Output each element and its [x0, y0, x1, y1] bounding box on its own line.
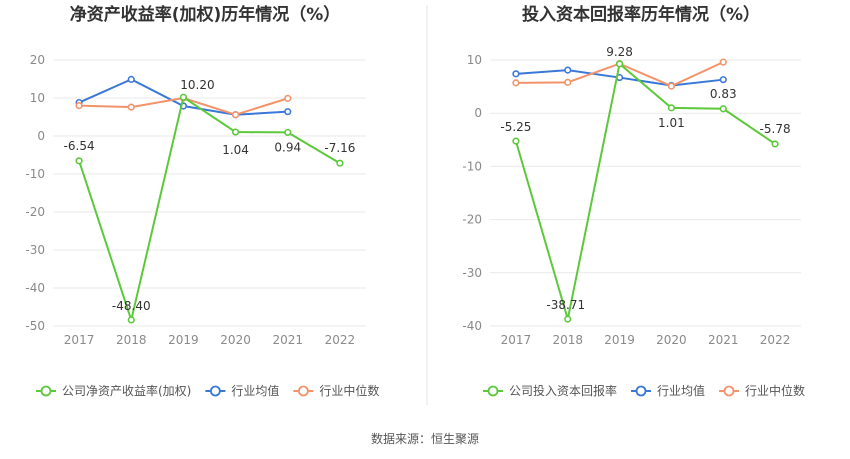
data-point-median: [719, 58, 727, 66]
x-tick-label: 2018: [116, 333, 147, 347]
data-point-company: [231, 128, 240, 136]
x-tick-label: 2018: [552, 333, 583, 347]
data-source-note: 数据来源：恒生聚源: [370, 432, 479, 446]
y-tick-label: -30: [462, 266, 482, 280]
x-tick-label: 2020: [220, 333, 251, 347]
data-label: -38.71: [546, 298, 585, 312]
legend-label: 行业中位数: [319, 383, 379, 398]
data-point-median: [127, 103, 135, 111]
legend-label: 行业均值: [657, 383, 705, 398]
legend-label: 公司净资产收益率(加权): [62, 383, 191, 398]
y-tick-label: -10: [25, 167, 45, 181]
x-tick-label: 2017: [501, 333, 532, 347]
data-label: -5.78: [760, 122, 791, 136]
legend-label: 行业中位数: [745, 383, 805, 398]
data-point-median: [564, 78, 572, 86]
data-point-avg: [127, 75, 135, 83]
data-point-company: [771, 140, 779, 148]
data-point-avg: [564, 66, 572, 74]
data-point-avg: [284, 108, 292, 116]
y-tick-label: -40: [462, 319, 482, 333]
data-label: -7.16: [324, 141, 355, 155]
y-tick-label: -10: [462, 159, 482, 173]
data-point-avg: [719, 76, 727, 84]
data-point-median: [667, 82, 676, 90]
y-tick-label: 0: [37, 129, 45, 143]
legend-marker-avg: [209, 385, 221, 397]
data-label: 9.28: [606, 45, 633, 59]
x-tick-label: 2021: [272, 333, 303, 347]
legend-marker-median: [723, 385, 735, 397]
legend-marker-median: [297, 385, 309, 397]
data-label: 0.94: [274, 140, 301, 154]
data-point-avg: [512, 70, 520, 78]
data-point-median: [512, 79, 520, 87]
y-tick-label: -40: [25, 281, 45, 295]
data-point-company: [512, 137, 520, 145]
x-tick-label: 2017: [64, 333, 95, 347]
x-tick-label: 2022: [325, 333, 356, 347]
y-tick-label: 20: [30, 53, 45, 67]
x-tick-label: 2022: [760, 333, 791, 347]
data-label: 1.04: [222, 143, 249, 157]
data-label: -48.40: [112, 299, 151, 313]
data-point-company: [615, 60, 624, 68]
data-point-company: [75, 157, 83, 165]
data-point-company: [127, 316, 135, 324]
data-point-company: [719, 105, 727, 113]
y-tick-label: 10: [30, 91, 45, 105]
legend-label: 公司投入资本回报率: [509, 383, 617, 398]
series-line-company: [514, 61, 776, 320]
data-point-company: [667, 104, 676, 112]
y-tick-label: -50: [25, 319, 45, 333]
data-point-company: [284, 128, 292, 137]
y-tick-label: -20: [462, 213, 482, 227]
legend-marker-company: [40, 385, 52, 397]
legend-label: 行业均值: [231, 383, 279, 398]
data-label: -5.25: [500, 120, 531, 134]
y-tick-label: -30: [25, 243, 45, 257]
legend-marker-company: [487, 385, 499, 397]
y-tick-label: 0: [474, 106, 482, 120]
data-point-company: [179, 93, 188, 101]
x-tick-label: 2019: [168, 333, 199, 347]
data-point-company: [336, 159, 344, 167]
data-point-median: [75, 101, 83, 110]
y-tick-label: 10: [467, 53, 482, 67]
data-label: 1.01: [658, 116, 685, 130]
x-tick-label: 2019: [604, 333, 635, 347]
data-label: 10.20: [180, 78, 214, 92]
data-point-median: [284, 94, 292, 102]
data-point-median: [231, 111, 240, 119]
series-line-company: [78, 95, 341, 324]
legend-marker-avg: [635, 385, 647, 397]
y-tick-label: -20: [25, 205, 45, 219]
data-point-company: [564, 315, 572, 323]
x-tick-label: 2021: [708, 333, 739, 347]
data-label: 0.83: [710, 87, 737, 101]
chart-title: 投入资本回报率历年情况（%）: [522, 4, 760, 25]
x-tick-label: 2020: [656, 333, 687, 347]
chart-title: 净资产收益率(加权)历年情况（%）: [70, 4, 341, 25]
data-label: -6.54: [64, 139, 95, 153]
